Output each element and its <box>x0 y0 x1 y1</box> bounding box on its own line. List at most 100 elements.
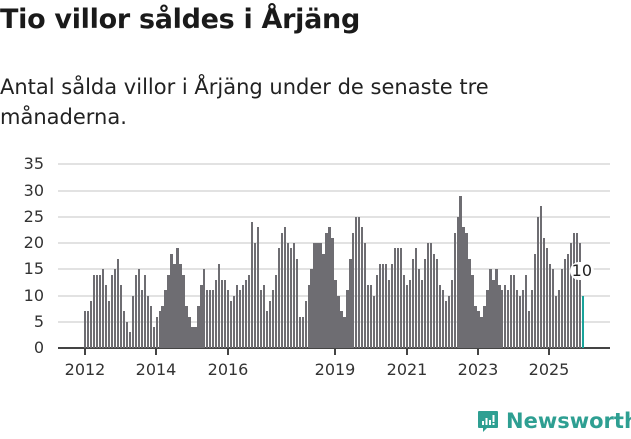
bar <box>513 274 516 348</box>
bar <box>367 285 370 348</box>
bar <box>307 285 310 348</box>
bar <box>569 243 573 348</box>
bar <box>125 321 129 348</box>
bar <box>128 332 131 348</box>
bar <box>244 279 248 348</box>
x-tick <box>406 349 408 355</box>
bar <box>450 279 453 348</box>
bar <box>447 295 450 348</box>
y-tick-label: 10 <box>23 285 44 305</box>
y-tick-label: 20 <box>23 233 44 252</box>
bar <box>572 232 576 348</box>
bar <box>143 274 146 348</box>
bar <box>480 316 483 348</box>
bar <box>408 279 412 348</box>
bar <box>411 258 415 348</box>
bar <box>233 295 236 348</box>
bar <box>563 258 567 348</box>
bar <box>185 306 188 348</box>
bar <box>554 295 558 348</box>
newsworthy-logo: Newsworthy <box>476 409 631 433</box>
bar <box>167 274 170 348</box>
bar <box>390 264 394 348</box>
bar <box>316 243 319 348</box>
bar <box>122 311 126 348</box>
bar <box>420 279 424 348</box>
bar <box>405 285 409 348</box>
bar <box>191 327 194 348</box>
gridline <box>58 242 610 244</box>
bar <box>152 327 155 348</box>
bar <box>536 216 540 348</box>
newsworthy-logo-icon <box>478 411 498 432</box>
bar <box>444 300 447 348</box>
bar <box>525 274 528 348</box>
bar <box>262 285 266 348</box>
bar <box>197 306 200 348</box>
bar <box>110 274 114 348</box>
last-value-label: 10 <box>569 260 595 280</box>
bar <box>92 274 96 348</box>
bar <box>247 274 251 348</box>
bar <box>158 311 161 348</box>
bar <box>230 300 233 348</box>
bar-chart: 0 5 10 15 20 25 30 35 2012 2014 2016 2019 2021 2023 20… <box>0 150 631 390</box>
bar <box>349 258 352 348</box>
bar <box>283 227 286 348</box>
bar <box>286 243 289 348</box>
bar <box>438 285 441 348</box>
x-tick <box>548 349 550 355</box>
bar <box>522 290 525 348</box>
bar <box>346 290 349 348</box>
bar <box>271 290 275 348</box>
bar <box>343 316 346 348</box>
bar <box>298 316 301 348</box>
y-tick-label: 25 <box>23 206 44 226</box>
bar <box>203 269 206 348</box>
bar <box>194 327 197 348</box>
bar <box>268 300 272 348</box>
bar <box>241 285 245 348</box>
bar <box>441 290 444 348</box>
bar <box>259 290 263 348</box>
bar <box>376 274 379 348</box>
bar <box>289 248 292 348</box>
bar <box>396 248 400 348</box>
bar <box>531 290 534 348</box>
bar <box>280 232 283 348</box>
bar <box>373 295 376 348</box>
bar <box>304 300 307 348</box>
bar <box>510 274 513 348</box>
bar <box>224 279 227 348</box>
bar <box>426 243 429 348</box>
bar <box>429 243 432 348</box>
bar <box>489 269 492 348</box>
y-tick-label: 30 <box>23 180 44 200</box>
x-tick-label: 2012 <box>64 360 106 379</box>
brand-name: Newsworthy <box>506 409 631 433</box>
gridline <box>58 189 610 192</box>
bar <box>221 279 224 348</box>
bar <box>432 253 435 348</box>
bar <box>104 285 108 348</box>
bar <box>340 311 343 348</box>
bar <box>399 248 403 348</box>
bar <box>337 295 340 348</box>
y-tick-label: 15 <box>23 259 44 279</box>
bar <box>173 264 176 348</box>
bar <box>188 316 191 348</box>
x-tick-label: 2019 <box>314 360 356 379</box>
x-tick-label: 2025 <box>528 360 570 379</box>
bar <box>331 237 334 348</box>
bar <box>200 285 203 348</box>
x-tick <box>227 349 229 355</box>
bar <box>361 227 364 348</box>
bar <box>414 248 418 348</box>
bar <box>325 232 328 348</box>
bar <box>453 232 456 348</box>
bar <box>238 290 242 348</box>
bar <box>474 306 477 348</box>
bar <box>519 295 522 348</box>
bar <box>495 269 498 348</box>
bar <box>265 311 269 348</box>
